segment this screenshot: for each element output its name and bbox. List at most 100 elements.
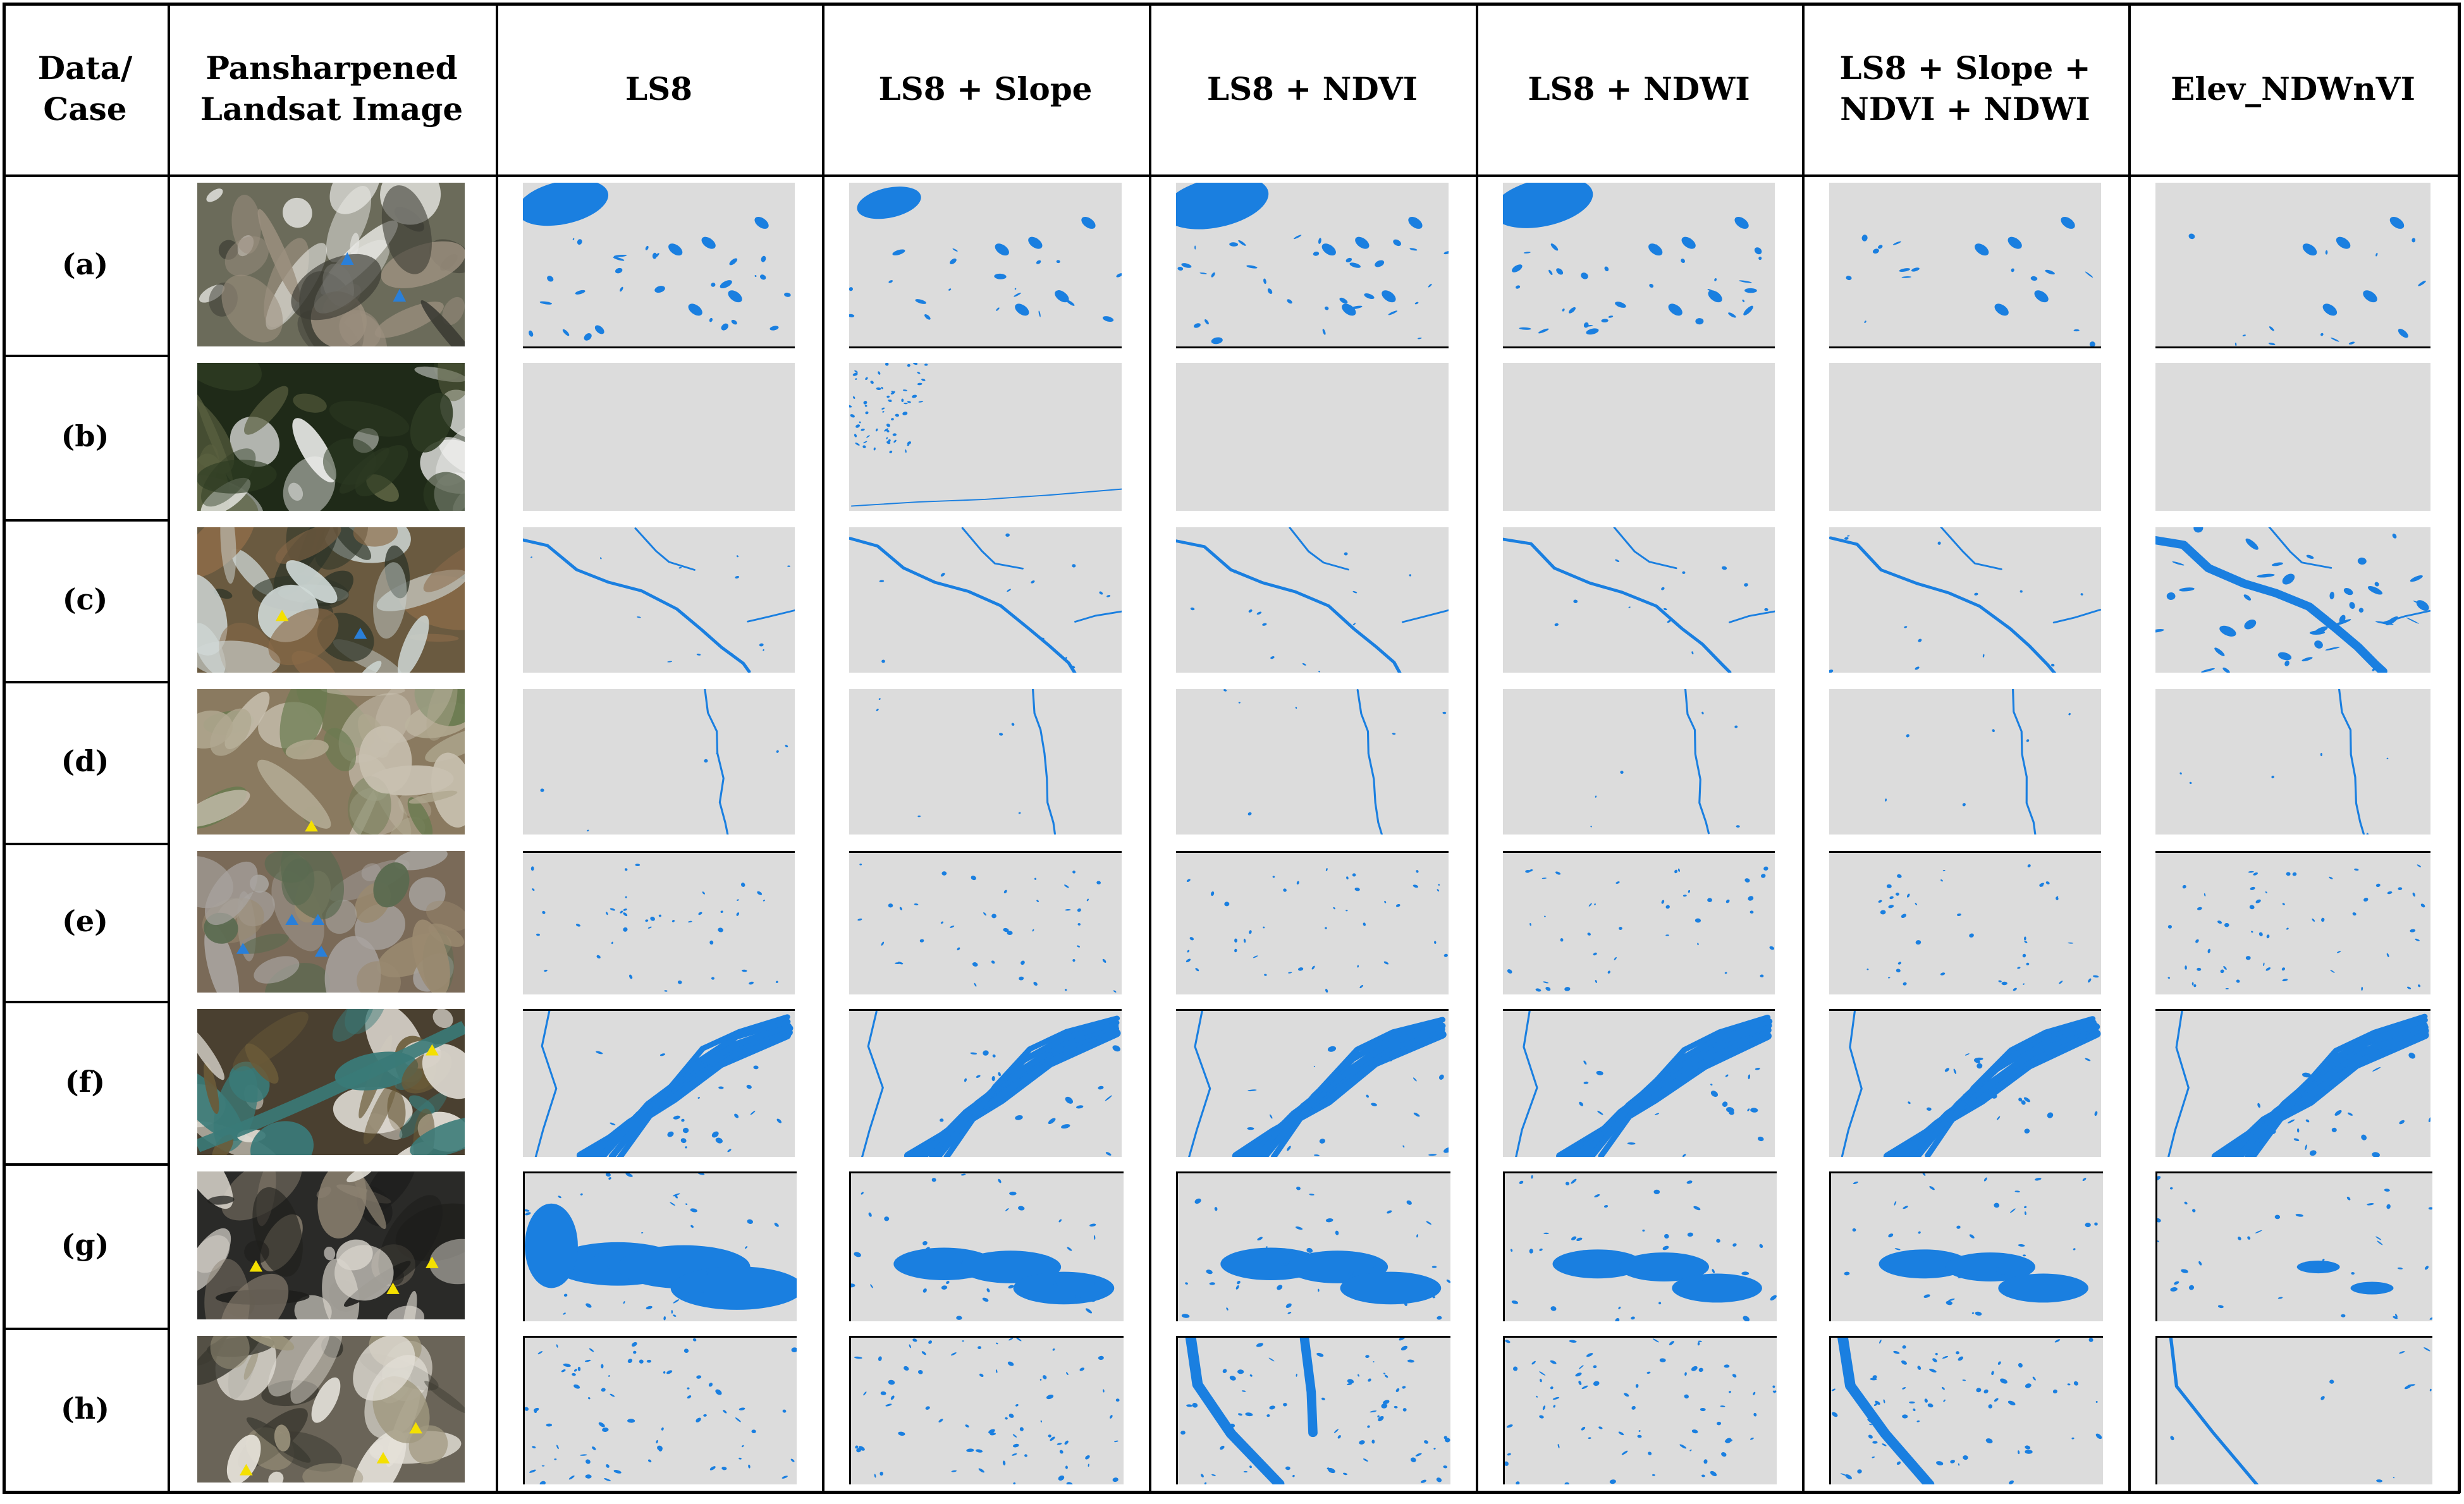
water-patch xyxy=(690,1208,697,1213)
water-patch xyxy=(1927,1403,1934,1408)
water-patch xyxy=(1627,1142,1636,1145)
pansharpened-image xyxy=(197,1336,465,1483)
header-data-case: Data/ Case xyxy=(3,3,168,174)
header-case-label: LS8 xyxy=(625,70,693,107)
water-patch xyxy=(2170,1287,2178,1292)
terrain-texture xyxy=(407,797,433,835)
water-patch xyxy=(901,398,904,402)
water-patch xyxy=(2305,1119,2310,1123)
water-patch xyxy=(958,1258,963,1263)
row-label: (c) xyxy=(3,519,168,681)
water-patch xyxy=(1093,1282,1095,1285)
water-map xyxy=(1503,1171,1777,1321)
water-patch xyxy=(905,449,907,453)
water-patch xyxy=(1569,307,1576,314)
water-patch xyxy=(2309,630,2326,635)
water-patch xyxy=(907,444,910,446)
water-patch xyxy=(875,428,878,432)
water-patch xyxy=(605,1173,611,1177)
water-map-graphic xyxy=(525,1338,797,1484)
water-patch xyxy=(1505,1340,1511,1343)
glacier-channel xyxy=(1185,1338,1285,1484)
water-patch xyxy=(1575,1373,1582,1377)
water-patch xyxy=(1354,887,1360,891)
water-patch xyxy=(1296,881,1299,885)
water-map xyxy=(523,1171,797,1321)
water-patch xyxy=(1185,1282,1188,1285)
water-patch xyxy=(1424,1440,1428,1444)
water-patch xyxy=(904,1366,909,1371)
water-body xyxy=(1998,1273,2088,1303)
water-patch xyxy=(1554,623,1559,627)
column-divider xyxy=(2128,3,2131,1493)
river-channel xyxy=(2052,609,2101,624)
water-patch xyxy=(577,1366,581,1371)
water-patch xyxy=(2282,573,2295,585)
water-patch xyxy=(1725,1074,1729,1077)
water-patch xyxy=(731,319,737,325)
water-patch xyxy=(580,1193,583,1195)
water-patch xyxy=(608,1177,611,1180)
header-case-4: LS8 + NDWI xyxy=(1476,3,1802,174)
water-patch xyxy=(2000,1378,2007,1384)
water-patch xyxy=(856,1448,861,1453)
water-patch xyxy=(921,378,926,381)
water-patch xyxy=(1015,1403,1019,1407)
water-patch xyxy=(1281,1263,1289,1266)
terrain-texture xyxy=(197,393,233,482)
water-patch xyxy=(1687,1232,1693,1237)
water-patch xyxy=(1007,931,1013,936)
water-patch xyxy=(1911,267,1920,272)
water-patch xyxy=(2372,1152,2380,1157)
water-patch xyxy=(2219,625,2236,637)
water-map xyxy=(849,851,1122,994)
water-patch xyxy=(1770,1295,1777,1301)
water-patch xyxy=(1937,541,1941,545)
water-patch xyxy=(1618,1431,1624,1436)
water-body xyxy=(2296,1261,2340,1274)
terrain-texture xyxy=(244,386,289,435)
river-channel xyxy=(1289,527,1349,571)
water-patch xyxy=(723,1410,727,1414)
water-patch xyxy=(1268,1357,1275,1362)
reference-marker xyxy=(353,627,367,639)
water-patch xyxy=(972,962,978,967)
water-patch xyxy=(1512,264,1523,272)
large-lake xyxy=(1176,183,1269,229)
water-patch xyxy=(1211,1474,1216,1476)
terrain-texture xyxy=(353,1336,415,1401)
water-patch xyxy=(917,815,921,817)
water-patch xyxy=(1732,1243,1737,1247)
reference-marker xyxy=(314,945,328,957)
water-patch xyxy=(1306,1247,1313,1253)
terrain-texture xyxy=(220,1273,289,1319)
water-patch xyxy=(1295,706,1297,709)
water-patch xyxy=(2302,1072,2312,1078)
water-patch xyxy=(863,1391,867,1396)
water-patch xyxy=(1892,241,1901,245)
water-patch xyxy=(1352,590,1358,594)
water-patch xyxy=(1720,1405,1725,1407)
water-patch xyxy=(878,698,881,700)
water-patch xyxy=(1343,1472,1347,1476)
water-patch xyxy=(1054,1279,1058,1283)
water-patch xyxy=(1943,1126,1949,1131)
water-patch xyxy=(1695,918,1701,923)
water-patch xyxy=(1347,1379,1354,1384)
water-patch xyxy=(1012,1443,1019,1448)
water-patch xyxy=(1076,1105,1084,1109)
water-patch xyxy=(2249,905,2255,910)
pansharpened-image xyxy=(197,183,465,346)
water-patch xyxy=(2073,1381,2078,1386)
glacial-lake xyxy=(754,216,769,229)
water-patch xyxy=(1550,243,1559,251)
water-patch xyxy=(855,378,857,380)
water-patch xyxy=(1180,1431,1186,1435)
water-patch xyxy=(1318,1288,1320,1292)
water-patch xyxy=(2329,592,2334,600)
water-patch xyxy=(2417,864,2422,867)
water-patch xyxy=(1619,927,1622,930)
water-patch xyxy=(1438,884,1440,886)
water-patch xyxy=(2085,1223,2091,1228)
water-patch xyxy=(1234,948,1237,953)
